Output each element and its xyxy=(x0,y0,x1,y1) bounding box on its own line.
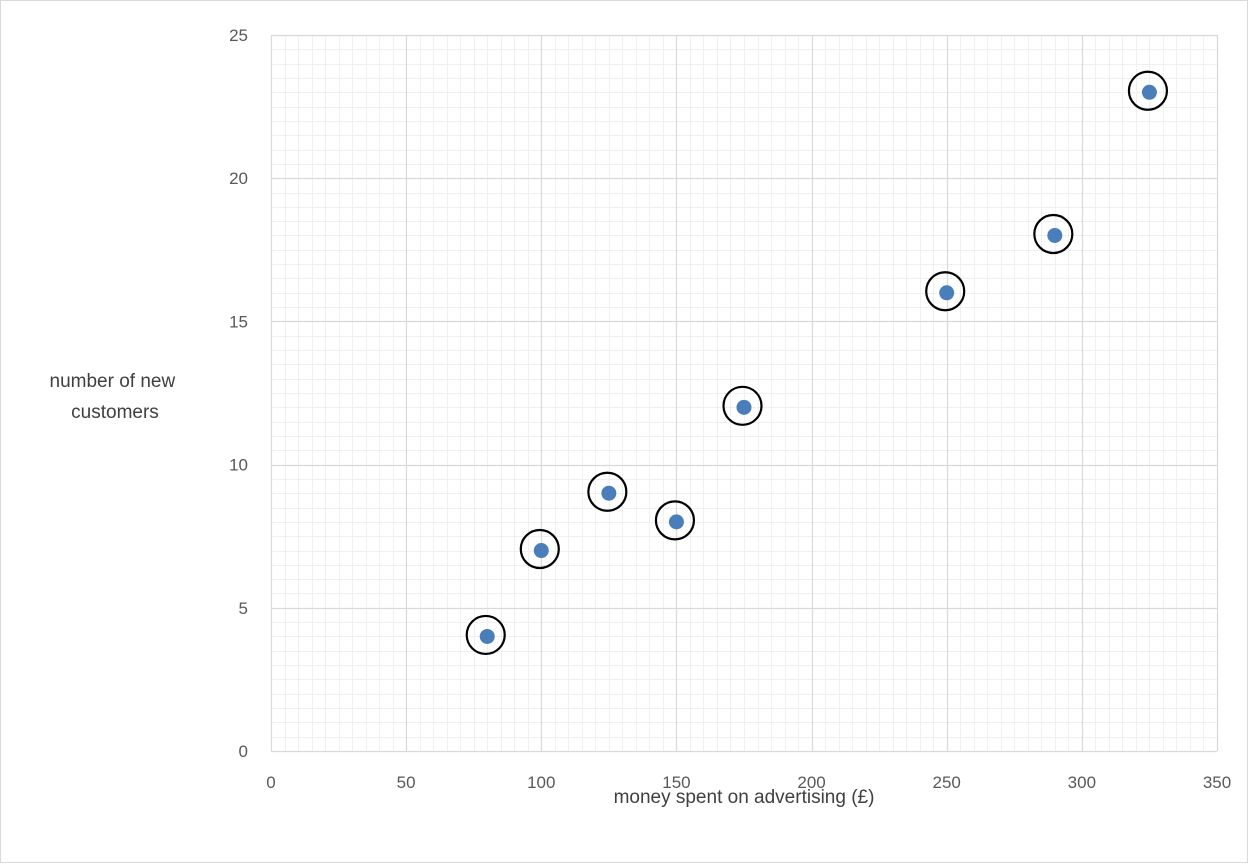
x-axis-title: money spent on advertising (£) xyxy=(614,787,875,808)
point-circle-annotation xyxy=(587,471,628,512)
data-point xyxy=(736,399,752,415)
point-circle-annotation xyxy=(465,614,506,656)
x-axis-ticks: 0 50 100 150 200 250 300 350 xyxy=(266,773,1231,792)
data-point xyxy=(1047,227,1063,243)
y-axis-title-line-1: number of new xyxy=(50,371,176,392)
data-point-group xyxy=(722,385,763,426)
data-point-group xyxy=(654,500,696,541)
x-tick-label: 150 xyxy=(662,773,690,792)
major-gridlines xyxy=(270,34,1219,753)
data-point xyxy=(479,628,495,644)
point-circle-annotation xyxy=(1033,213,1074,255)
y-tick-label: 20 xyxy=(229,169,248,188)
y-tick-label: 5 xyxy=(239,599,248,618)
y-tick-label: 0 xyxy=(239,742,248,761)
x-tick-label: 50 xyxy=(397,773,416,792)
point-circle-annotation xyxy=(654,500,696,541)
x-tick-label: 250 xyxy=(933,773,961,792)
y-axis-title-line-2: customers xyxy=(71,402,159,423)
data-point xyxy=(533,543,549,559)
point-circle-annotation xyxy=(519,528,560,570)
data-point xyxy=(939,285,955,301)
data-point xyxy=(1141,84,1157,100)
minor-gridlines xyxy=(271,35,1217,751)
data-point xyxy=(601,485,617,501)
data-point-group xyxy=(1033,213,1074,255)
point-circle-annotation xyxy=(1127,70,1169,111)
data-point-group xyxy=(925,271,966,312)
x-tick-label: 300 xyxy=(1068,773,1096,792)
point-circle-annotation xyxy=(722,385,763,426)
data-point xyxy=(668,514,684,530)
y-tick-label: 25 xyxy=(229,26,248,45)
x-tick-label: 200 xyxy=(797,773,825,792)
x-tick-label: 100 xyxy=(527,773,555,792)
y-tick-label: 10 xyxy=(229,456,248,475)
data-point-group xyxy=(587,471,628,512)
data-point-group xyxy=(519,528,560,570)
y-axis-title: number of new customers xyxy=(50,371,181,423)
x-tick-label: 350 xyxy=(1203,773,1231,792)
data-point-group xyxy=(465,614,506,656)
data-point-group xyxy=(1127,70,1169,111)
x-tick-label: 0 xyxy=(266,773,275,792)
y-tick-label: 15 xyxy=(229,312,248,331)
data-points xyxy=(465,70,1169,656)
y-axis-ticks: 0 5 10 15 20 25 xyxy=(229,26,248,761)
point-circle-annotation xyxy=(925,271,966,312)
